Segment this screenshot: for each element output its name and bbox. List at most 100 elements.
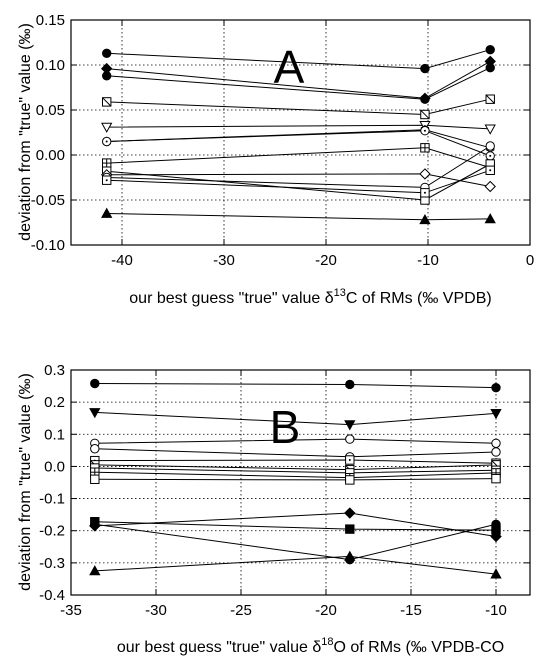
series-line: [106, 124, 491, 130]
x-tick-label: 0: [526, 252, 534, 269]
series-line: [94, 471, 497, 479]
x-axis-label-text: C of RMs (‰ VPDB): [346, 290, 492, 307]
y-tick-label: -0.2: [39, 523, 65, 540]
data-point-marker: [345, 475, 355, 485]
data-series: [90, 378, 501, 393]
series-line: [106, 213, 491, 221]
data-point-marker: [419, 168, 431, 180]
y-tick-label: 0.10: [36, 57, 65, 74]
x-tick-label: -40: [111, 252, 133, 269]
x-tick-label: -10: [417, 252, 439, 269]
x-axis-label-superscript: 13: [334, 287, 346, 299]
y-tick-label: 0.1: [44, 426, 65, 443]
x-axis-label: our best guess "true" value δ18O of RMs …: [117, 636, 504, 656]
x-tick-label: -20: [315, 602, 337, 619]
data-point-marker: [345, 434, 355, 444]
x-tick-label: -15: [400, 602, 422, 619]
y-axis-label: deviation from "true" value (‰): [17, 23, 34, 241]
data-series: [89, 550, 502, 579]
data-point-glyph: [420, 109, 430, 120]
data-series: [102, 165, 495, 198]
data-point-marker: [490, 568, 502, 579]
data-point-dot: [348, 459, 351, 461]
data-point-marker: [485, 62, 495, 73]
data-series: [90, 519, 501, 565]
panel-label: B: [270, 401, 301, 453]
data-point-marker: [490, 530, 502, 543]
data-point-dot: [423, 191, 426, 194]
data-point-marker: [419, 213, 431, 225]
y-tick-label: -0.05: [31, 192, 65, 209]
series-line: [106, 98, 491, 116]
plot-frame: [70, 19, 531, 246]
data-series: [102, 141, 495, 193]
data-point-marker: [89, 565, 101, 576]
data-point-marker: [90, 444, 100, 454]
data-series: [101, 207, 496, 225]
series-line: [94, 478, 497, 481]
series-line: [94, 459, 497, 464]
x-axis-label-text: O of RMs (‰ VPDB-CO: [333, 639, 504, 656]
x-tick-label: -20: [315, 252, 337, 269]
series-line: [106, 147, 491, 169]
y-tick-label: -0.4: [39, 587, 65, 604]
x-tick-label: -35: [60, 602, 82, 619]
data-point-marker: [484, 180, 496, 193]
y-tick-label: 0.05: [36, 102, 65, 119]
y-tick-label: 0.00: [36, 147, 65, 164]
y-tick-label: -0.3: [39, 555, 65, 572]
data-series: [89, 507, 502, 543]
data-series: [101, 120, 496, 135]
data-point-marker: [491, 473, 501, 484]
data-point-marker: [345, 524, 355, 534]
data-series: [89, 408, 502, 431]
data-series: [90, 473, 501, 485]
data-point-marker: [491, 447, 501, 457]
data-point-marker: [102, 71, 112, 81]
data-series: [102, 143, 495, 173]
x-axis-label-superscript: 18: [321, 636, 333, 648]
data-point-marker: [89, 408, 101, 419]
data-point-marker: [344, 420, 356, 431]
y-tick-label: -0.1: [39, 491, 65, 508]
data-point-marker: [90, 474, 100, 484]
x-axis-label-text: our best guess "true" value δ: [129, 290, 333, 307]
data-series: [102, 126, 495, 161]
data-series: [102, 94, 495, 120]
data-series: [102, 45, 495, 74]
data-series: [102, 125, 495, 153]
data-point-glyph: [485, 94, 495, 104]
data-point-marker: [491, 438, 501, 448]
chart-panel-b: B -35 -30 -25 -20 -15 -10 -0.4 -0.3 -0.2 -0.1 0.0 0.…: [17, 362, 531, 656]
data-point-dot: [489, 154, 492, 157]
data-point-marker: [485, 45, 495, 55]
data-point-marker: [102, 48, 112, 58]
y-tick-label: 0.15: [36, 12, 65, 29]
data-point-glyph: [102, 97, 112, 107]
y-tick-label: 0.3: [44, 362, 65, 379]
data-point-marker: [491, 519, 501, 529]
data-point-marker: [101, 207, 113, 218]
data-point-dot: [423, 129, 426, 132]
chart-panel-a: A-40 -30 -20 -10 0-0.10-0.050.000.050.100.15…: [17, 12, 534, 307]
series-line: [106, 145, 491, 188]
data-point-marker: [89, 520, 101, 532]
plot-frame: [70, 369, 531, 596]
data-point-marker: [484, 124, 496, 135]
y-tick-label: -0.10: [31, 237, 65, 254]
data-point-dot: [489, 169, 492, 172]
data-point-marker: [344, 550, 356, 561]
data-point-marker: [484, 213, 496, 224]
data-point-dot: [105, 140, 108, 143]
data-series: [102, 62, 495, 104]
y-tick-label: 0.2: [44, 394, 65, 411]
x-tick-label: -25: [230, 602, 252, 619]
data-point-marker: [490, 409, 502, 420]
data-point-marker: [420, 63, 430, 74]
series-line: [106, 169, 491, 194]
data-point-marker: [491, 382, 501, 393]
series-line: [106, 129, 491, 149]
y-tick-label: 0.0: [44, 458, 65, 475]
